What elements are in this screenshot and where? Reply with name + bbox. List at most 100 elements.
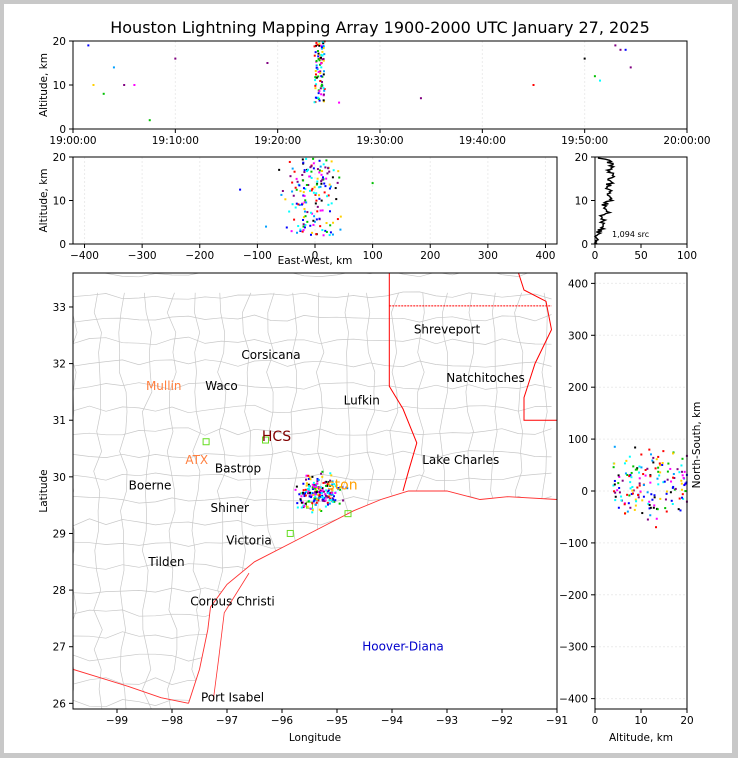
time-axis-label: 19:20:00 [254,135,301,147]
plan-source-point [315,485,318,488]
ns-alt-point [649,506,652,509]
latitude-axis-label: 31 [53,415,66,427]
plan-source-point [329,484,332,487]
plan-source-point [311,502,314,505]
plan-source-point [317,478,320,481]
ns-axis-label: −200 [559,590,588,602]
time-alt-point [315,66,318,69]
plan-source-point [331,489,334,492]
ew-alt-point [331,176,334,179]
ew-axis-label: 0 [312,250,319,262]
ew-alt-point [313,186,316,189]
ew-alt-point [305,183,308,186]
ns-alt-point [664,498,667,501]
time-alt-point [315,83,318,86]
plan-source-point [315,484,318,487]
time-alt-point [320,75,323,78]
ew-alt-point [291,167,294,170]
ew-alt-point [321,229,324,232]
ew-alt-point [328,234,331,237]
time-axis-label: 19:00:00 [49,135,96,147]
time-alt-point [315,60,318,63]
ns-alt-point [649,474,652,477]
ew-alt-point [327,167,330,170]
ew-alt-point [308,175,311,178]
plan-source-point [305,474,308,477]
ew-alt-point [315,183,318,186]
ew-alt-point [294,186,297,189]
ns-alt-point [671,486,674,489]
latitude-axis-label: 30 [53,472,66,484]
ew-alt-point [297,225,300,228]
ns-alt-point [680,479,683,482]
ew-alt-point [306,170,309,173]
ns-axis-label: −100 [559,538,588,550]
plan-source-point [315,489,318,492]
plan-source-point [317,499,320,502]
ew-alt-point [313,220,316,223]
ns-alt-point [682,497,685,500]
plan-source-point [318,493,321,496]
plan-source-point [303,493,306,496]
time-alt-point [318,44,321,47]
plan-view-frame [72,272,558,710]
time-alt-point [314,44,317,47]
ew-alt-point [313,215,316,218]
time-alt-point [322,93,325,96]
ns-alt-point [684,482,687,485]
plan-source-point [321,487,324,490]
ns-alt-point [635,468,638,471]
time-alt-point [619,48,622,51]
time-alt-point [323,53,326,56]
ns-alt-point [680,482,683,485]
ns-alt-point [626,510,629,513]
plan-source-point [312,481,315,484]
ew-alt-point [303,194,306,197]
latitude-axis-label: 29 [53,528,66,540]
plan-source-point [328,502,331,505]
time-alt-point [317,70,320,73]
ns-alt-point [639,490,642,493]
time-alt-point [599,79,602,82]
ns-alt-point [628,494,631,497]
time-alt-point [583,57,586,60]
ew-alt-point [309,233,312,236]
ew-alt-point [301,173,304,176]
ew-alt-point [312,191,315,194]
ns-alt-point [681,493,684,496]
ew-alt-point [289,175,292,178]
plan-source-point [308,485,311,488]
plan-source-point [325,489,328,492]
time-alt-point [593,75,596,78]
plan-source-point [331,500,334,503]
plan-source-point [309,491,312,494]
figure-frame: Houston Lightning Mapping Array 1900-200… [4,4,732,753]
ew-alt-point [319,185,322,188]
time-alt-point [102,92,105,95]
ew-alt-point [318,159,321,162]
hist-axis-label: 50 [634,250,647,262]
ew-alt-point [311,212,314,215]
ew-alt-point [316,210,319,213]
ns-alt-point [612,466,615,469]
ns-alt-point [629,487,632,490]
plan-source-point [334,491,337,494]
ns-alt-point [658,462,661,465]
plan-source-point [327,495,330,498]
city-label-natchitoches: Natchitoches [446,371,524,385]
plan-source-point [322,481,325,484]
ns-xlabel: Altitude, km [609,732,673,744]
time-alt-point [266,62,269,64]
time-alt-point [614,44,617,47]
ns-alt-point [666,470,669,473]
longitude-axis-label: −92 [491,715,513,727]
ew-alt-point [330,160,333,163]
ew-alt-point [318,171,321,174]
time-alt-point [320,53,323,56]
plan-source-point [341,486,344,489]
plan-source-point [331,480,334,483]
ew-alt-point [317,186,320,189]
ns-alt-point [674,487,677,490]
plan-source-point [312,493,315,496]
plan-source-point [304,488,307,491]
